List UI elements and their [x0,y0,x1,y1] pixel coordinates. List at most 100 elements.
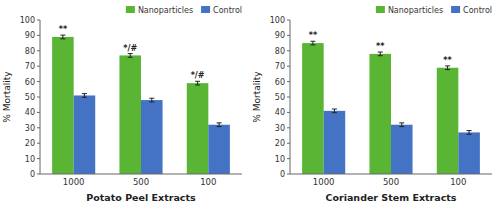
y-tick [37,112,40,113]
error-stem [334,109,335,113]
y-tick [287,174,290,175]
marks [52,35,230,174]
y-tick-label: 50 [275,93,285,102]
error-stem [197,81,198,85]
y-tick [37,127,40,128]
error-cap [467,134,472,135]
error-cap [467,130,472,131]
error-stem [130,54,131,58]
legend-label: Control [463,6,492,15]
y-tick-label: 70 [25,62,35,71]
error-stem [401,123,402,127]
y-tick [37,66,40,67]
y-tick [37,50,40,51]
error-bar [467,131,472,135]
error-cap [378,52,383,53]
y-tick-label: 0 [280,170,285,179]
error-bar [332,109,337,113]
bar [119,55,141,174]
bar [302,43,324,174]
annotation: ** [443,56,452,65]
bar [324,111,346,174]
y-tick-label: 50 [25,93,35,102]
bar [458,132,480,174]
legend-label: Nanoparticles [388,6,443,15]
y-tick-label: 60 [25,78,35,87]
x-axis [290,174,492,175]
bar [391,125,413,174]
error-cap [310,44,315,45]
legend-label: Nanoparticles [138,6,193,15]
error-bar [82,94,87,98]
legend-swatch [126,6,135,13]
y-tick [287,112,290,113]
error-cap [60,38,65,39]
error-cap [217,126,222,127]
bar [74,95,96,174]
error-cap [149,98,154,99]
y-tick-label: 80 [25,47,35,56]
annotation: ** [59,25,68,34]
x-tick-label: 500 [133,177,149,187]
error-cap [217,122,222,123]
y-tick [287,127,290,128]
error-cap [445,65,450,66]
legend-label: Control [213,6,242,15]
panel: ******01020304050607080901001000500100Co… [252,6,492,203]
y-axis-label: % Mortality [2,71,12,123]
y-axis-label: % Mortality [252,71,262,123]
error-cap [195,81,200,82]
bar [141,100,163,174]
y-tick [37,35,40,36]
error-cap [82,97,87,98]
error-bar [310,41,315,45]
x-tick-label: 1000 [63,177,85,187]
y-tick-label: 40 [275,108,285,117]
legend: Nanoparticles Control [126,6,242,15]
y-tick [37,97,40,98]
error-cap [332,112,337,113]
y-tick [37,174,40,175]
error-cap [332,109,337,110]
error-stem [312,41,313,45]
y-tick-label: 80 [275,47,285,56]
y-tick-label: 10 [275,155,285,164]
x-tick-label: 500 [383,177,399,187]
y-tick [37,81,40,82]
annotation: */# [123,44,137,53]
error-stem [447,66,448,70]
x-tick-label: 100 [200,177,216,187]
y-tick-label: 100 [20,16,35,25]
y-tick [287,35,290,36]
error-cap [149,101,154,102]
y-tick-label: 20 [25,139,35,148]
y-tick-label: 20 [275,139,285,148]
error-cap [128,57,133,58]
y-tick-label: 100 [270,16,285,25]
error-cap [445,69,450,70]
error-cap [128,53,133,54]
error-cap [399,126,404,127]
error-bar [445,66,450,70]
y-tick-label: 70 [275,62,285,71]
y-tick-label: 60 [275,78,285,87]
legend-swatch [201,6,210,13]
x-axis-label: Coriander Stem Extracts [326,192,457,203]
annotation: ** [309,31,318,40]
error-bar [195,81,200,85]
error-cap [195,84,200,85]
y-tick-label: 40 [25,108,35,117]
x-axis-label: Potato Peel Extracts [86,192,196,203]
bar [437,68,459,174]
y-tick-label: 30 [25,124,35,133]
error-stem [151,98,152,102]
legend-swatch [376,6,385,13]
y-tick [37,143,40,144]
error-bar [60,35,65,39]
y-tick-label: 90 [25,31,35,40]
y-tick-label: 0 [30,170,35,179]
y-tick-label: 10 [25,155,35,164]
y-tick [287,20,290,21]
error-bar [217,123,222,127]
x-axis [40,174,242,175]
